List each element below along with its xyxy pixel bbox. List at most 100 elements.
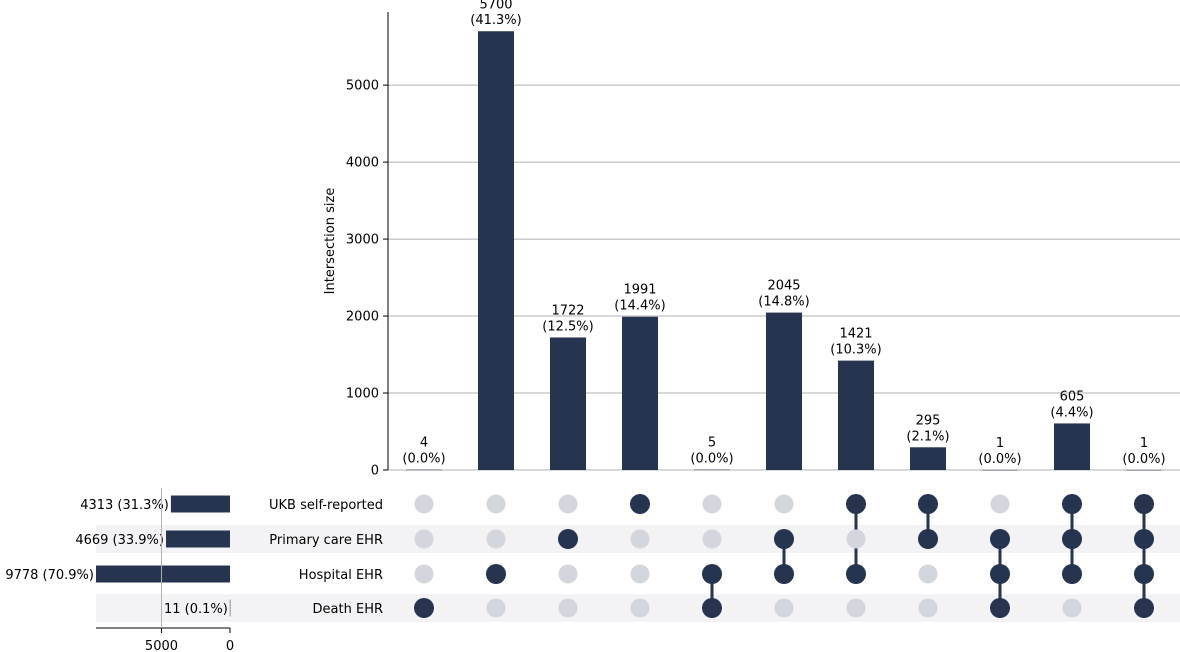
matrix-dot-active [846,494,866,514]
matrix-dot-inactive [918,598,938,618]
matrix-dot-active [1062,529,1082,549]
matrix-dot-inactive [702,529,722,549]
y-tick-label: 1000 [346,387,379,402]
set-size-tick-label: 0 [226,639,234,652]
set-name-label: Death EHR [313,602,383,617]
matrix-dot-active [1134,494,1154,514]
y-tick-label: 5000 [346,79,379,94]
intersection-bars [406,31,1162,471]
matrix-dot-active [558,529,578,549]
bar-count-label: 2045 [767,279,800,294]
bar-percent-label: (2.1%) [906,429,949,444]
matrix-dot-inactive [558,564,578,584]
matrix-dot-active [702,564,722,584]
set-size-bar [229,599,231,617]
matrix-dot-active [702,598,722,618]
matrix-dot-inactive [846,598,866,618]
bar-percent-label: (12.5%) [542,319,593,334]
matrix-dot-inactive [414,529,434,549]
matrix-dot-active [774,529,794,549]
set-size-bar [96,565,230,583]
intersection-bar [478,31,514,470]
matrix-dot-active [1134,529,1154,549]
bar-count-label: 1991 [623,283,656,298]
intersection-bar [694,469,730,471]
set-name-label: Hospital EHR [299,568,383,583]
bar-count-label: 1 [1140,436,1148,451]
matrix-dot-active [774,564,794,584]
matrix-dot-active [990,529,1010,549]
intersection-bar [910,447,946,470]
set-size-label: 11 (0.1%) [164,602,228,617]
intersection-bar [622,316,658,470]
bar-percent-label: (14.4%) [614,299,665,314]
matrix-dot-inactive [918,564,938,584]
matrix-dot-active [630,494,650,514]
matrix-dot-active [846,564,866,584]
bar-percent-label: (0.0%) [978,452,1021,467]
set-size-tick-label: 5000 [145,639,178,652]
matrix-dot-inactive [630,564,650,584]
intersection-bar [766,312,802,470]
matrix-dot-inactive [414,564,434,584]
intersection-bar [1126,469,1162,471]
matrix-dot-inactive [1062,598,1082,618]
matrix-dot-inactive [486,598,506,618]
y-tick-label: 2000 [346,310,379,325]
matrix-dot-active [1134,564,1154,584]
bar-count-label: 295 [916,413,941,428]
bar-percent-label: (0.0%) [402,452,445,467]
matrix-dot-active [918,494,938,514]
matrix-dot-inactive [486,494,506,514]
bar-percent-label: (0.0%) [1122,452,1165,467]
intersection-bar [1054,423,1090,470]
matrix-dot-active [1062,564,1082,584]
set-size-label: 4669 (33.9%) [75,533,164,548]
matrix-dot-inactive [414,494,434,514]
matrix-dot-inactive [630,598,650,618]
intersection-bar [550,337,586,470]
matrix-dot-inactive [558,494,578,514]
bar-count-label: 1421 [839,327,872,342]
intersection-bar [838,360,874,470]
matrix-dot-active [990,564,1010,584]
matrix-dot-active [918,529,938,549]
matrix-dot-inactive [846,529,866,549]
set-name-label: UKB self-reported [269,498,383,513]
matrix-dot-active [414,598,434,618]
matrix-dot-inactive [702,494,722,514]
y-tick-label: 3000 [346,233,379,248]
matrix-dot-inactive [558,598,578,618]
bar-percent-label: (4.4%) [1050,405,1093,420]
matrix-dot-inactive [990,494,1010,514]
set-size-bar [170,495,230,513]
bar-percent-label: (0.0%) [690,452,733,467]
intersection-bar [982,469,1018,471]
set-name-label: Primary care EHR [269,533,383,548]
bar-percent-label: (14.8%) [758,295,809,310]
matrix-dot-active [990,598,1010,618]
matrix-dot-inactive [630,529,650,549]
matrix-dot-inactive [486,529,506,549]
bar-count-label: 1 [996,436,1004,451]
set-size-label: 4313 (31.3%) [80,498,169,513]
bar-count-label: 605 [1060,389,1085,404]
matrix-dot-active [486,564,506,584]
bar-percent-label: (10.3%) [830,343,881,358]
y-tick-label: 0 [371,464,379,479]
set-size-bar [166,530,230,548]
bar-count-label: 5 [708,436,716,451]
set-size-label: 9778 (70.9%) [5,568,94,583]
bar-percent-label: (41.3%) [470,13,521,28]
bar-count-label: 4 [420,436,428,451]
y-axis-label: Intersection size [323,188,338,295]
bar-count-label: 1722 [551,303,584,318]
matrix-dot-active [1134,598,1154,618]
matrix-dot-inactive [774,598,794,618]
y-tick-label: 4000 [346,156,379,171]
matrix-dot-inactive [774,494,794,514]
bar-count-label: 5700 [479,0,512,12]
intersection-bar [406,469,442,471]
matrix-dot-active [1062,494,1082,514]
